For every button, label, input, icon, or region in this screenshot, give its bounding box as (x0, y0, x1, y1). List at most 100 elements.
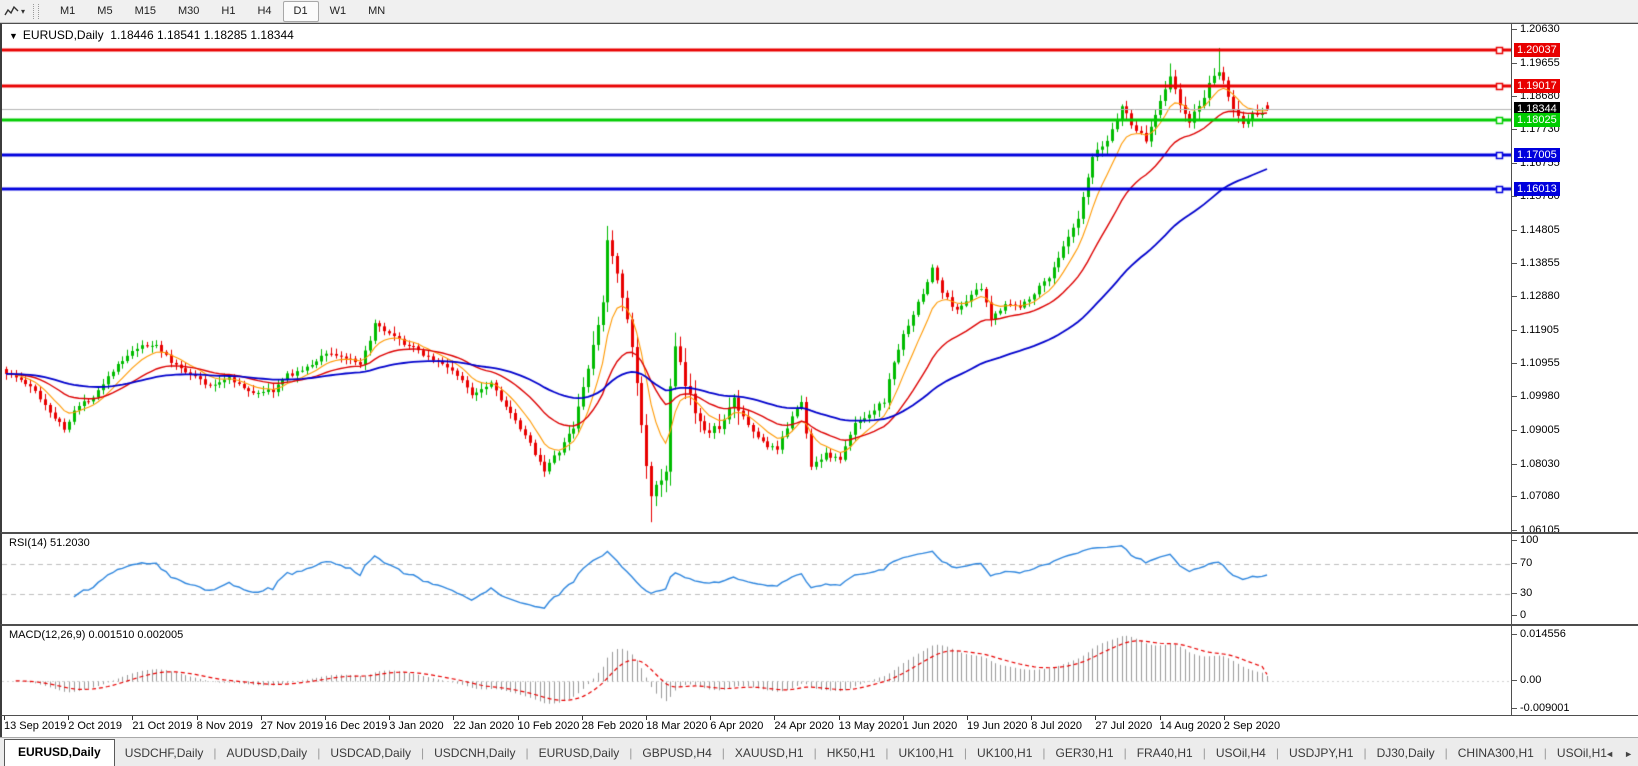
date-label: 1 Jun 2020 (902, 720, 958, 732)
axis-tick (1512, 496, 1517, 498)
axis-tick-label: 70 (1512, 557, 1532, 570)
timeframe-button-mn[interactable]: MN (368, 4, 386, 17)
rsi-panel: RSI(14) 51.2030 100 70 30 0 (0, 532, 1638, 624)
date-tick (710, 716, 712, 720)
date-label: 19 Jun 2020 (967, 720, 1028, 732)
axis-tick (1512, 362, 1517, 364)
macd-axis: 0.014556 0.00 -0.009001 (1511, 626, 1638, 715)
timeframe-button-m30[interactable]: M30 (177, 4, 200, 17)
main-chart-panel: ▼ EURUSD,Daily 1.18446 1.18541 1.18285 1.… (0, 23, 1638, 536)
date-tick (68, 716, 70, 720)
tab-separator: | (213, 746, 217, 760)
chart-type-dropdown-icon[interactable]: ▾ (21, 6, 26, 16)
timeframe-button-m15[interactable]: M15 (134, 4, 156, 17)
date-tick (260, 716, 262, 720)
date-label: 8 Nov 2019 (196, 720, 253, 732)
date-label: 2 Sep 2020 (1223, 720, 1281, 732)
date-label: 14 Aug 2020 (1159, 720, 1222, 732)
axis-tick-label: 1.08030 (1512, 458, 1560, 471)
chart-type-icon[interactable] (4, 5, 19, 18)
chart-tab-ger30-h1[interactable]: GER30,H1 (1055, 746, 1114, 760)
chart-tab-eurusd-daily[interactable]: EURUSD,Daily (538, 746, 620, 760)
ohlc-values: 1.18446 1.18541 1.18285 1.18344 (110, 28, 294, 42)
rsi-axis: 100 70 30 0 (1511, 534, 1638, 624)
chart-tab-bar: EURUSD,Daily USDCHF,Daily | AUDUSD,Daily | US… (0, 737, 1638, 766)
price-level-badge: 1.20037 (1514, 43, 1560, 58)
timeframe-toolbar: ▾ M1 M5 M15 M30 H1 H4 D1 W1 MN (0, 0, 1638, 23)
tab-separator: | (1543, 746, 1547, 760)
axis-tick-label: 1.07080 (1512, 490, 1560, 503)
axis-tick (1512, 62, 1517, 64)
date-label: 28 Feb 2020 (581, 720, 644, 732)
date-label: 21 Oct 2019 (132, 720, 193, 732)
chart-tab-xauusd-h1[interactable]: XAUUSD,H1 (734, 746, 804, 760)
axis-tick (1512, 679, 1517, 681)
date-tick (1031, 716, 1033, 720)
chart-tab-uk100-h1[interactable]: UK100,H1 (977, 746, 1033, 760)
tab-separator: | (629, 746, 633, 760)
timeframe-button-w1[interactable]: W1 (329, 4, 347, 17)
date-label: 3 Jan 2020 (389, 720, 444, 732)
tab-separator: | (317, 746, 321, 760)
date-label: 16 Dec 2019 (325, 720, 388, 732)
tab-separator: | (721, 746, 725, 760)
axis-tick (1512, 296, 1517, 298)
tab-scroll-right-icon[interactable]: ► (1624, 749, 1633, 759)
axis-tick-label: 30 (1512, 587, 1532, 600)
date-tick (646, 716, 647, 720)
axis-tick (1512, 396, 1517, 398)
axis-tick-label: 1.11905 (1512, 324, 1559, 337)
chart-tab-gbpusd-h4[interactable]: GBPUSD,H4 (642, 746, 712, 760)
axis-tick-label: 1.09005 (1512, 424, 1560, 437)
chart-tab-hk50-h1[interactable]: HK50,H1 (826, 746, 876, 760)
tab-scroll-left-icon[interactable]: ◄ (1605, 749, 1615, 759)
chart-tab-usdcad-daily[interactable]: USDCAD,Daily (330, 746, 411, 760)
axis-tick-label: 1.13855 (1512, 257, 1560, 270)
date-tick (1095, 716, 1097, 720)
date-tick (902, 716, 904, 720)
axis-tick (1512, 615, 1517, 616)
date-tick (774, 716, 776, 720)
chart-tab-uk100-h1[interactable]: UK100,H1 (898, 746, 954, 760)
date-label: 2 Oct 2019 (68, 720, 123, 732)
axis-tick (1512, 29, 1517, 30)
axis-tick (1512, 196, 1517, 198)
axis-tick (1512, 262, 1517, 264)
axis-tick-label: 1.20630 (1512, 23, 1560, 36)
tab-separator: | (1123, 746, 1127, 760)
date-tick (967, 716, 968, 720)
chart-tab-usoil-h1[interactable]: USOil,H1 (1556, 746, 1607, 760)
axis-tick-label: 1.19655 (1512, 57, 1560, 70)
timeframe-button-h4[interactable]: H4 (257, 4, 272, 17)
chart-tab-china300-h1[interactable]: CHINA300,H1 (1457, 746, 1534, 760)
symbol-dropdown-icon[interactable]: ▼ (9, 31, 18, 41)
chart-tab-fra40-h1[interactable]: FRA40,H1 (1136, 746, 1193, 760)
timeframe-button-m1[interactable]: M1 (60, 4, 76, 17)
chart-tab-usdcnh-daily[interactable]: USDCNH,Daily (434, 746, 516, 760)
chart-tab-dj30-daily[interactable]: DJ30,Daily (1376, 746, 1435, 760)
date-label: 13 May 2020 (838, 720, 903, 732)
chart-tab-usoil-h4[interactable]: USOil,H4 (1215, 746, 1266, 760)
timeframe-button-m5[interactable]: M5 (97, 4, 113, 17)
timeframe-button-h1[interactable]: H1 (221, 4, 236, 17)
macd-panel: MACD(12,26,9) 0.001510 0.002005 0.014556… (0, 624, 1638, 715)
tab-separator: | (963, 746, 968, 760)
rsi-canvas[interactable] (2, 534, 1512, 624)
date-label: 27 Nov 2019 (260, 720, 324, 732)
axis-tick (1512, 562, 1517, 564)
date-label: 13 Sep 2019 (4, 720, 67, 732)
date-label: 24 Apr 2020 (774, 720, 834, 732)
axis-tick (1512, 329, 1517, 331)
chart-tab-usdjpy-h1[interactable]: USDJPY,H1 (1288, 746, 1354, 760)
price-level-badge: 1.18025 (1514, 112, 1560, 127)
axis-tick-label: 1.10955 (1512, 357, 1560, 370)
chart-tab-eurusd-daily[interactable]: EURUSD,Daily (4, 739, 115, 766)
chart-tab-audusd-daily[interactable]: AUDUSD,Daily (226, 746, 308, 760)
chart-tab-usdchf-daily[interactable]: USDCHF,Daily (124, 746, 204, 760)
macd-canvas[interactable] (2, 626, 1512, 715)
main-chart-canvas[interactable] (2, 24, 1512, 531)
timeframe-button-d1[interactable]: D1 (282, 0, 319, 22)
tab-separator: | (1202, 746, 1206, 760)
toolbar-grip[interactable] (33, 3, 40, 19)
